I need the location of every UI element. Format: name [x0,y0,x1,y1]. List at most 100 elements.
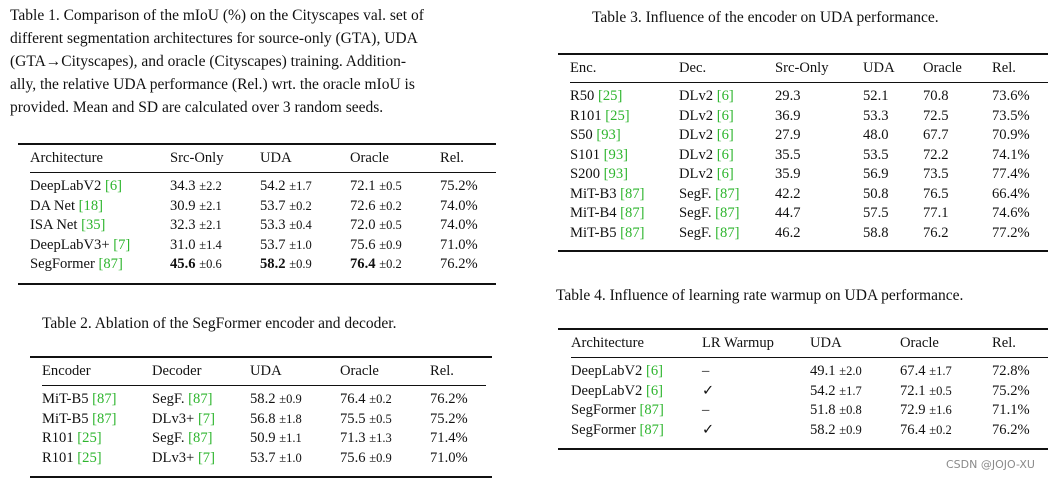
citation-link[interactable]: [7] [113,236,131,253]
citation-link[interactable]: [6] [716,88,734,105]
mean-value: 56.8 [250,410,276,427]
citation-link[interactable]: [6] [716,107,734,124]
arch-name: SegFormer [571,421,636,438]
citation-link[interactable]: [6] [716,166,734,183]
uda-value: 52.1 [863,88,889,105]
mean-value: 76.4 [900,421,926,438]
sd-value: ±0.4 [289,218,312,233]
sd-value: ±0.6 [199,257,222,272]
rel-value: 77.2% [992,224,1030,241]
citation-link[interactable]: [87] [98,256,123,273]
citation-link[interactable]: [25] [77,449,102,466]
citation-link[interactable]: [7] [197,449,215,466]
table-row: MiT-B5 [87] SegF. [87] 46.2 58.8 76.2 77… [570,224,1048,248]
sd-value: ±1.7 [839,383,862,398]
sd-value: ±0.5 [369,411,392,426]
rel-value: 75.2% [440,178,478,195]
citation-link[interactable]: [87] [188,391,213,408]
oracle-value: 72.2 [923,146,949,163]
citation-link[interactable]: [87] [639,402,664,419]
uda-value: 50.8 [863,185,889,202]
encoder-name: S200 [570,166,601,183]
sd-value: ±0.9 [379,237,402,252]
oracle-value: 76.5 [923,185,949,202]
arch-name: SegFormer [30,256,95,273]
mean-value: 53.7 [260,236,286,253]
table1-header-architecture: Architecture [30,150,103,166]
sd-value: ±2.2 [199,179,222,194]
citation-link[interactable]: [87] [188,430,213,447]
src-value: 27.9 [775,127,801,144]
citation-link[interactable]: [87] [620,185,645,202]
uda-value: 56.9 [863,166,889,183]
rel-value: 73.5% [992,107,1030,124]
citation-link[interactable]: [93] [603,146,628,163]
rel-value: 71.4% [430,430,468,447]
table2: Encoder Decoder UDA Oracle Rel. MiT-B5 [… [42,358,486,472]
table1-caption-line: provided. Mean and SD are calculated ove… [10,99,384,116]
rel-value: 74.0% [440,197,478,214]
citation-link[interactable]: [87] [92,410,117,427]
citation-link[interactable]: [6] [716,146,734,163]
table-row: DeepLabV2 [6] 34.3 ±2.2 54.2 ±1.7 72.1 ±… [30,173,496,197]
mean-value: 76.4 [350,256,376,273]
arch-name: DeepLabV2 [571,382,643,399]
oracle-value: 77.1 [923,205,949,222]
citation-link[interactable]: [87] [715,205,740,222]
table4-header-uda: UDA [810,335,842,351]
citation-link[interactable]: [87] [620,224,645,241]
citation-link[interactable]: [25] [605,107,630,124]
citation-link[interactable]: [6] [645,382,664,399]
encoder-name: MiT-B5 [42,410,89,427]
citation-link[interactable]: [35] [81,217,106,234]
citation-link[interactable]: [87] [715,224,740,241]
citation-link[interactable]: [93] [603,166,628,183]
uda-value: 58.8 [863,224,889,241]
encoder-name: MiT-B3 [570,185,617,202]
table-row: S200 [93] DLv2 [6] 35.9 56.9 73.5 77.4% [570,165,1048,185]
citation-link[interactable]: [18] [78,197,103,214]
rel-value: 72.8% [992,363,1030,380]
encoder-name: MiT-B4 [570,205,617,222]
table-row: MiT-B3 [87] SegF. [87] 42.2 50.8 76.5 66… [570,185,1048,205]
citation-link[interactable]: [87] [92,391,117,408]
sd-value: ±0.2 [289,198,312,213]
table2-caption: Table 2. Ablation of the SegFormer encod… [42,315,397,332]
table3-header-src-only: Src-Only [775,60,829,76]
citation-link[interactable]: [6] [104,178,123,195]
sd-value: ±1.0 [289,237,312,252]
oracle-value: 67.7 [923,127,949,144]
encoder-name: R50 [570,88,595,105]
citation-link[interactable]: [25] [597,88,623,105]
arch-name: DeepLabV2 [571,363,643,380]
citation-link[interactable]: [6] [716,127,734,144]
sd-value: ±0.9 [369,450,392,465]
decoder-name: DLv3+ [152,410,195,427]
citation-link[interactable]: [7] [197,410,215,427]
table1-caption: Table 1. Comparison of the mIoU (%) on t… [10,4,424,119]
table-row: R101 [25] DLv2 [6] 36.9 53.3 72.5 73.5% [570,107,1048,127]
mean-value: 75.6 [350,236,376,253]
table4: Architecture LR Warmup UDA Oracle Rel. D… [571,330,1048,444]
citation-link[interactable]: [25] [77,430,102,447]
citation-link[interactable]: [87] [715,185,740,202]
rel-value: 66.4% [992,185,1030,202]
table-row: MiT-B4 [87] SegF. [87] 44.7 57.5 77.1 74… [570,204,1048,224]
table4-header-architecture: Architecture [571,335,644,351]
citation-link[interactable]: [87] [620,205,645,222]
table-row: SegFormer [87] 45.6 ±0.6 58.2 ±0.9 76.4 … [30,255,496,279]
encoder-name: R101 [42,449,74,466]
citation-link[interactable]: [93] [596,127,621,144]
mean-value: 75.5 [340,410,366,427]
table-row: R50 [25] DLv2 [6] 29.3 52.1 70.8 73.6% [570,83,1048,107]
table1-caption-line: Table 1. Comparison of the mIoU (%) on t… [10,7,424,24]
mean-value: 51.8 [810,402,836,419]
mean-value: 50.9 [250,430,276,447]
oracle-value: 70.8 [923,88,949,105]
sd-value: ±0.2 [379,198,402,213]
citation-link[interactable]: [6] [645,363,664,380]
sd-value: ±0.5 [379,179,402,194]
decoder-name: DLv2 [679,127,714,144]
table2-header-uda: UDA [250,363,282,379]
citation-link[interactable]: [87] [639,421,664,438]
